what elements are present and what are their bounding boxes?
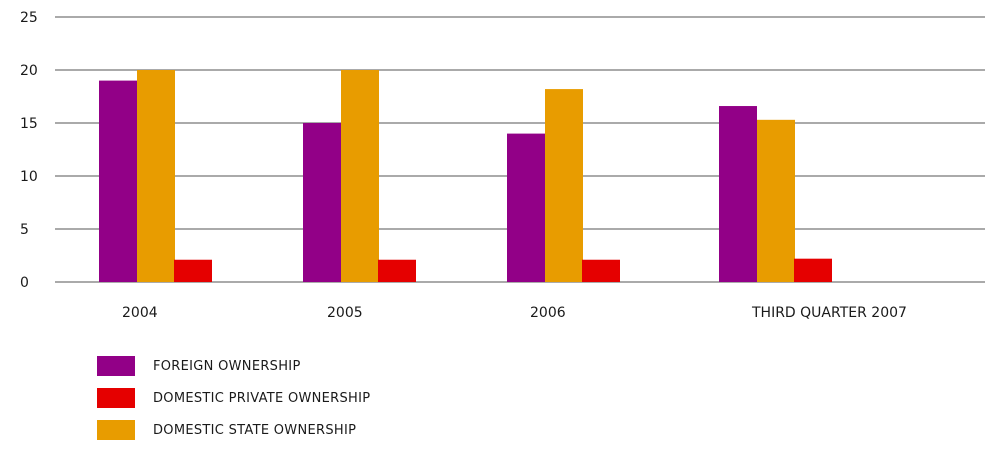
y-tick-label: 0: [20, 275, 29, 291]
x-category-label: THIRD QUARTER 2007: [751, 305, 907, 321]
y-tick-label: 15: [20, 116, 38, 132]
legend-item: DOMESTIC PRIVATE OWNERSHIP: [97, 388, 370, 408]
bar-domestic-private-ownership-2004: [174, 259, 212, 282]
y-tick-label: 10: [20, 169, 38, 185]
x-category-label: 2006: [530, 305, 566, 321]
legend-swatch: [97, 356, 135, 376]
bar-domestic-state-ownership-third-quarter-2007: [757, 119, 795, 282]
legend: FOREIGN OWNERSHIP DOMESTIC PRIVATE OWNERS…: [97, 356, 370, 452]
x-axis-labels: 2004 2005 2006 THIRD QUARTER 2007: [122, 305, 907, 321]
bars: [99, 70, 832, 282]
bar-domestic-state-ownership-2005: [341, 70, 379, 282]
y-axis-ticks: 0 5 10 15 20 25: [20, 10, 38, 291]
x-category-label: 2004: [122, 305, 158, 321]
legend-label: DOMESTIC PRIVATE OWNERSHIP: [153, 390, 371, 406]
y-tick-label: 5: [20, 222, 29, 238]
bar-domestic-state-ownership-2004: [137, 70, 175, 282]
bar-domestic-private-ownership-2006: [582, 259, 620, 282]
bar-domestic-state-ownership-2006: [545, 89, 583, 282]
bar-domestic-private-ownership-2005: [378, 259, 416, 282]
legend-label: FOREIGN OWNERSHIP: [153, 358, 301, 374]
legend-swatch: [97, 420, 135, 440]
x-category-label: 2005: [327, 305, 363, 321]
bar-foreign-ownership-third-quarter-2007: [719, 106, 757, 282]
legend-swatch: [97, 388, 135, 408]
legend-item: DOMESTIC STATE OWNERSHIP: [97, 420, 370, 440]
legend-label: DOMESTIC STATE OWNERSHIP: [153, 422, 357, 438]
y-tick-label: 25: [20, 10, 38, 26]
bar-foreign-ownership-2005: [303, 123, 341, 282]
bar-foreign-ownership-2006: [507, 133, 545, 282]
bar-foreign-ownership-2004: [99, 80, 137, 282]
bar-domestic-private-ownership-third-quarter-2007: [794, 258, 832, 282]
legend-item: FOREIGN OWNERSHIP: [97, 356, 370, 376]
y-tick-label: 20: [20, 63, 38, 79]
bar-chart: 0 5 10 15 20 25 2004 2005 2006 THIRD QUARTER 200…: [20, 10, 985, 321]
